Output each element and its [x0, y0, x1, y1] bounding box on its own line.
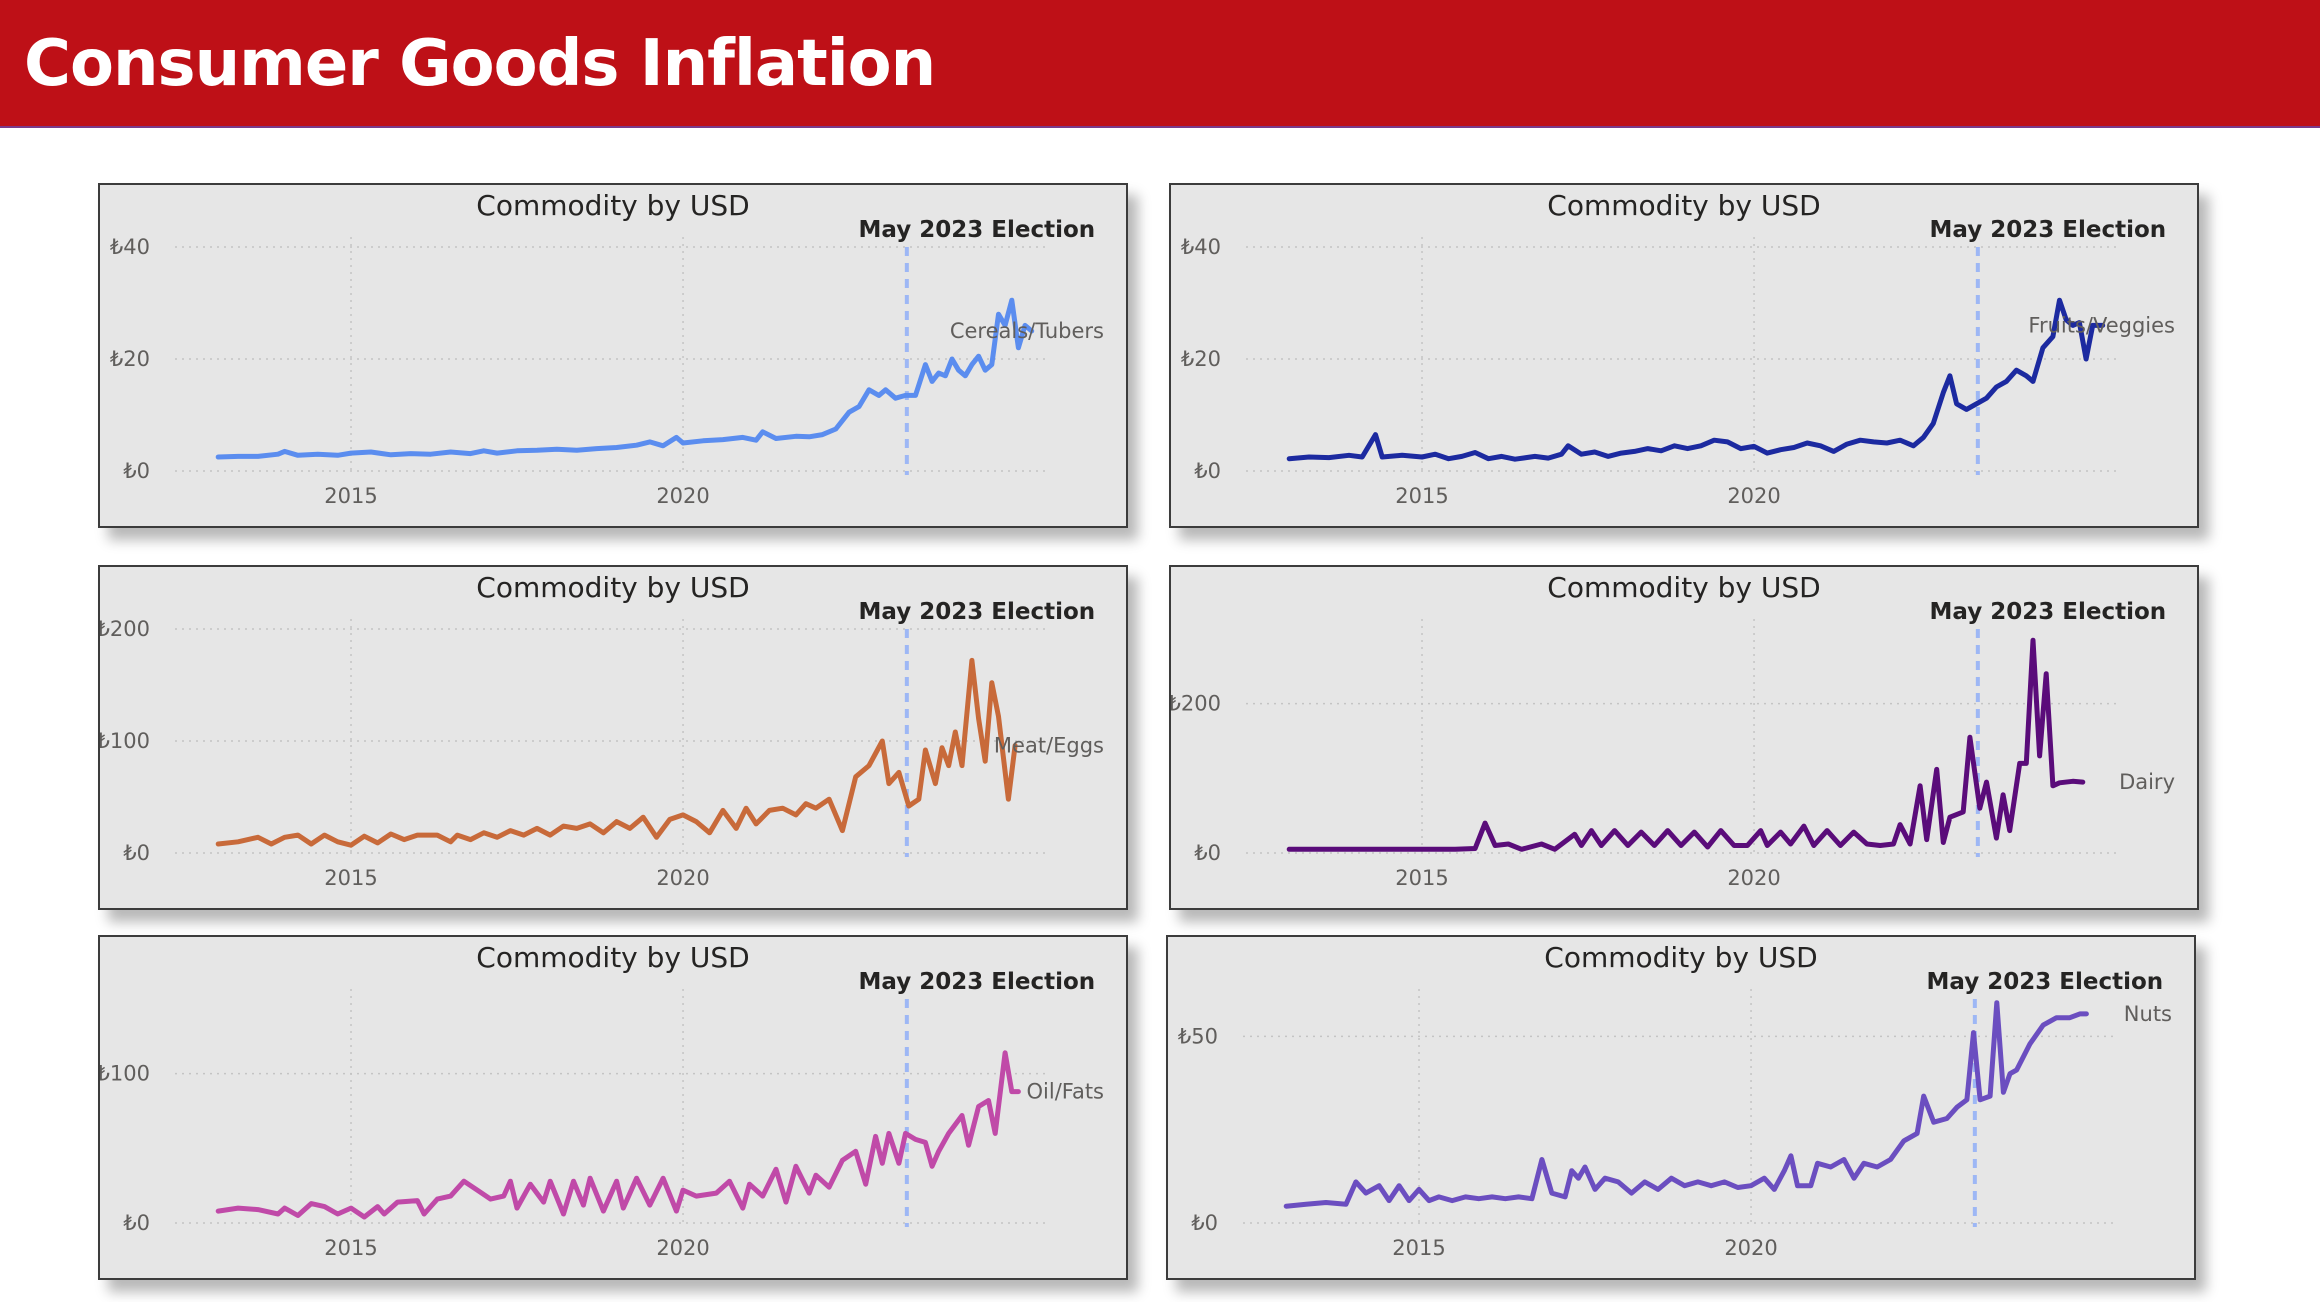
y-tick-label: ₺100	[100, 729, 150, 753]
series-end-label: Nuts	[2124, 1002, 2172, 1026]
x-tick-label: 2015	[1392, 1236, 1445, 1260]
election-label: May 2023 Election	[1930, 217, 2167, 243]
election-label: May 2023 Election	[859, 969, 1096, 995]
chart-card-cereals-tubers: Commodity by USD ₺0 ₺20 ₺40 2015 2020 May 2023…	[98, 183, 1128, 528]
series-end-label: Oil/Fats	[1027, 1080, 1104, 1104]
chart-title: Commodity by USD	[476, 571, 749, 604]
chart-title: Commodity by USD	[476, 941, 749, 974]
y-tick-label: ₺40	[1181, 235, 1221, 259]
series-line	[1286, 637, 2086, 852]
y-tick-label: ₺0	[123, 1211, 150, 1235]
y-tick-label: ₺20	[1181, 347, 1221, 371]
series-line	[215, 297, 1035, 460]
election-label: May 2023 Election	[1930, 599, 2167, 625]
chart-card-nuts: Commodity by USD ₺0 ₺50 2015 2020 May 2023 El…	[1166, 935, 2196, 1280]
chart-title: Commodity by USD	[476, 189, 749, 222]
election-label: May 2023 Election	[859, 599, 1096, 625]
y-tick-label: ₺40	[110, 235, 150, 259]
series-line	[1286, 297, 2106, 462]
x-tick-label: 2020	[1727, 484, 1780, 508]
chart-card-oil-fats: Commodity by USD ₺0 ₺100 2015 2020 May 2023 E…	[98, 935, 1128, 1280]
series-end-label: Fruits/Veggies	[2028, 313, 2175, 337]
chart-title: Commodity by USD	[1547, 571, 1820, 604]
chart-card-dairy: Commodity by USD ₺0 ₺200 2015 2020 May 2023 E…	[1169, 565, 2199, 910]
header-banner: Consumer Goods Inflation	[0, 0, 2320, 128]
chart-card-meat-eggs: Commodity by USD ₺0 ₺100 ₺200 2015 2020 May 20…	[98, 565, 1128, 910]
y-tick-label: ₺200	[1171, 692, 1221, 716]
x-tick-label: 2020	[656, 484, 709, 508]
election-label: May 2023 Election	[859, 217, 1096, 243]
line-chart: Commodity by USD ₺0 ₺50 2015 2020 May 2023 El…	[1178, 941, 2172, 1260]
line-chart: Commodity by USD ₺0 ₺200 2015 2020 May 2023 E…	[1171, 571, 2175, 890]
y-tick-label: ₺20	[110, 347, 150, 371]
y-tick-label: ₺0	[1194, 459, 1221, 483]
series-end-label: Dairy	[2119, 770, 2175, 794]
y-tick-label: ₺0	[123, 459, 150, 483]
x-tick-label: 2015	[324, 484, 377, 508]
x-tick-label: 2020	[656, 1236, 709, 1260]
line-chart: Commodity by USD ₺0 ₺20 ₺40 2015 2020 May 2023…	[1181, 189, 2175, 508]
x-tick-label: 2015	[1395, 866, 1448, 890]
x-tick-label: 2015	[324, 866, 377, 890]
series-line	[1283, 1000, 2089, 1209]
y-tick-label: ₺0	[1194, 841, 1221, 865]
y-tick-label: ₺100	[100, 1062, 150, 1086]
series-end-label: Cereals/Tubers	[950, 319, 1104, 343]
series-line	[215, 1050, 1021, 1220]
x-tick-label: 2020	[656, 866, 709, 890]
y-tick-label: ₺0	[1191, 1211, 1218, 1235]
line-chart: Commodity by USD ₺0 ₺100 2015 2020 May 2023 E…	[100, 941, 1104, 1260]
x-tick-label: 2015	[1395, 484, 1448, 508]
y-tick-label: ₺50	[1178, 1024, 1218, 1048]
x-tick-label: 2020	[1727, 866, 1780, 890]
chart-card-fruits-veggies: Commodity by USD ₺0 ₺20 ₺40 2015 2020 May 2023…	[1169, 183, 2199, 528]
x-tick-label: 2020	[1724, 1236, 1777, 1260]
series-end-label: Meat/Eggs	[994, 733, 1104, 757]
y-tick-label: ₺0	[123, 841, 150, 865]
line-chart: Commodity by USD ₺0 ₺100 ₺200 2015 2020 May 20…	[100, 571, 1104, 890]
chart-title: Commodity by USD	[1544, 941, 1817, 974]
y-tick-label: ₺200	[100, 617, 150, 641]
series-line	[215, 657, 1018, 848]
x-tick-label: 2015	[324, 1236, 377, 1260]
election-label: May 2023 Election	[1927, 969, 2164, 995]
chart-title: Commodity by USD	[1547, 189, 1820, 222]
line-chart: Commodity by USD ₺0 ₺20 ₺40 2015 2020 May 2023…	[110, 189, 1104, 508]
page-title: Consumer Goods Inflation	[24, 27, 936, 101]
